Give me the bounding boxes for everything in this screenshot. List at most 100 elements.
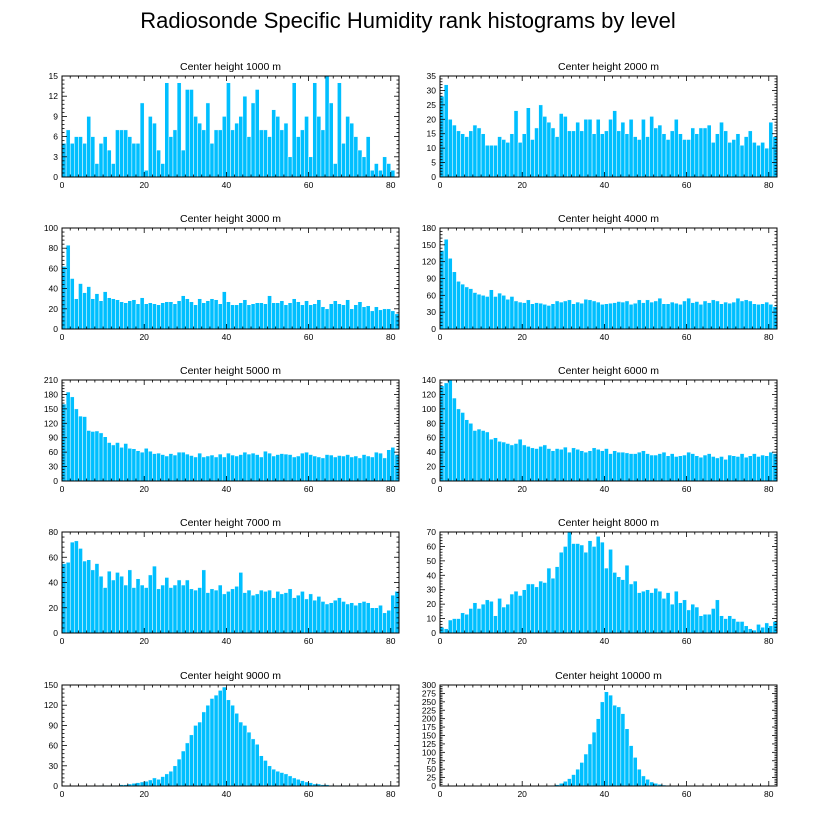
histogram-bar [558,449,564,482]
histogram-bar [267,452,272,482]
histogram-bar [341,601,346,634]
x-tick-label: 60 [682,789,692,799]
histogram-bar [205,455,211,482]
histogram-bar [78,415,83,482]
histogram-bar [747,130,753,178]
histogram-bar [715,599,720,634]
x-tick-label: 40 [600,636,610,646]
histogram-bar [123,302,129,330]
histogram-bar [678,455,683,482]
y-tick-label: 25 [427,100,437,110]
histogram-bar [320,306,326,330]
histogram-bar [246,731,252,787]
x-tick-label: 40 [222,789,232,799]
histogram-bar [341,455,346,482]
histogram-bar [456,618,461,634]
plot-frame [439,531,778,634]
histogram-bar [624,452,630,482]
histogram-bar [484,145,490,178]
histogram-bar [283,592,289,634]
histogram-bar [102,436,108,482]
histogram-bar [287,775,293,787]
histogram-bar [369,456,375,482]
histogram-bar [98,575,104,634]
y-tick-label: 150 [422,240,436,250]
histogram-bar [756,456,761,482]
y-tick-label: 20 [49,603,59,613]
histogram-bar [739,300,745,330]
histogram-bar [723,130,728,178]
y-tick-label: 0 [431,628,436,638]
histogram-bar [332,300,338,330]
histogram-bar [271,109,276,178]
histogram-bar [349,308,355,330]
histogram-bar [390,594,396,634]
histogram-bar [632,453,638,482]
histogram-bar [316,299,322,330]
y-tick-label: 5 [431,158,436,168]
x-tick-label: 0 [438,636,443,646]
histogram-bar [263,129,268,178]
histogram-bar [460,133,465,178]
histogram-bar [217,303,223,330]
histogram-bar [694,606,700,634]
histogram-bar [193,725,198,787]
histogram-bar [558,113,564,178]
histogram-bar [567,130,572,178]
histogram-bar [604,691,609,787]
x-tick-label: 20 [517,789,527,799]
histogram-bar [694,455,700,482]
panel-title: Center height 8000 m [558,517,659,529]
y-tick-label: 150 [44,680,58,690]
histogram-bar [669,453,675,482]
y-tick-label: 20 [427,114,437,124]
histogram-bar [661,133,667,178]
histogram-bar [616,451,622,482]
histogram-bar [337,455,342,482]
histogram-bar [238,721,244,787]
histogram-bar [517,301,523,330]
histogram-bar [324,454,330,482]
panel-title: Center height 5000 m [180,365,281,377]
y-tick-label: 210 [44,375,58,385]
histogram-bar [468,423,474,482]
histogram-bar [702,127,708,178]
histogram-bar [768,625,774,634]
y-tick-label: 120 [422,257,436,267]
histogram-bar [378,604,383,634]
histogram-bar [698,456,704,482]
x-tick-label: 80 [386,789,396,799]
histogram-bar [119,447,124,482]
histogram-bar [546,305,552,330]
histogram-bar [571,543,576,634]
histogram-bar [710,456,716,482]
x-tick-label: 80 [764,332,774,342]
y-tick-label: 20 [427,462,437,472]
histogram-bar [743,299,749,330]
histogram-bar [735,297,741,330]
histogram-bar [193,456,198,482]
y-tick-label: 100 [422,747,436,757]
histogram-bar [756,304,761,330]
histogram-bar [743,136,749,178]
histogram-bar [464,419,470,482]
histogram-bar [74,540,79,634]
x-tick-label: 20 [139,484,149,494]
histogram-bar [641,302,646,330]
histogram-bar [246,136,252,178]
histogram-bar [489,145,494,178]
histogram-bar [111,444,116,482]
histogram-bar [160,776,165,787]
histogram-bar [567,778,572,787]
y-tick-label: 20 [427,599,437,609]
histogram-bar [554,566,560,634]
histogram-bar [259,589,264,634]
histogram-bar [637,451,642,482]
histogram-bar [542,444,548,482]
histogram-bar [279,453,285,482]
histogram-bar [628,304,634,330]
histogram-bar [308,782,313,787]
histogram-bar [719,615,724,634]
histogram-bar [357,149,363,178]
histogram-bar [706,124,712,178]
